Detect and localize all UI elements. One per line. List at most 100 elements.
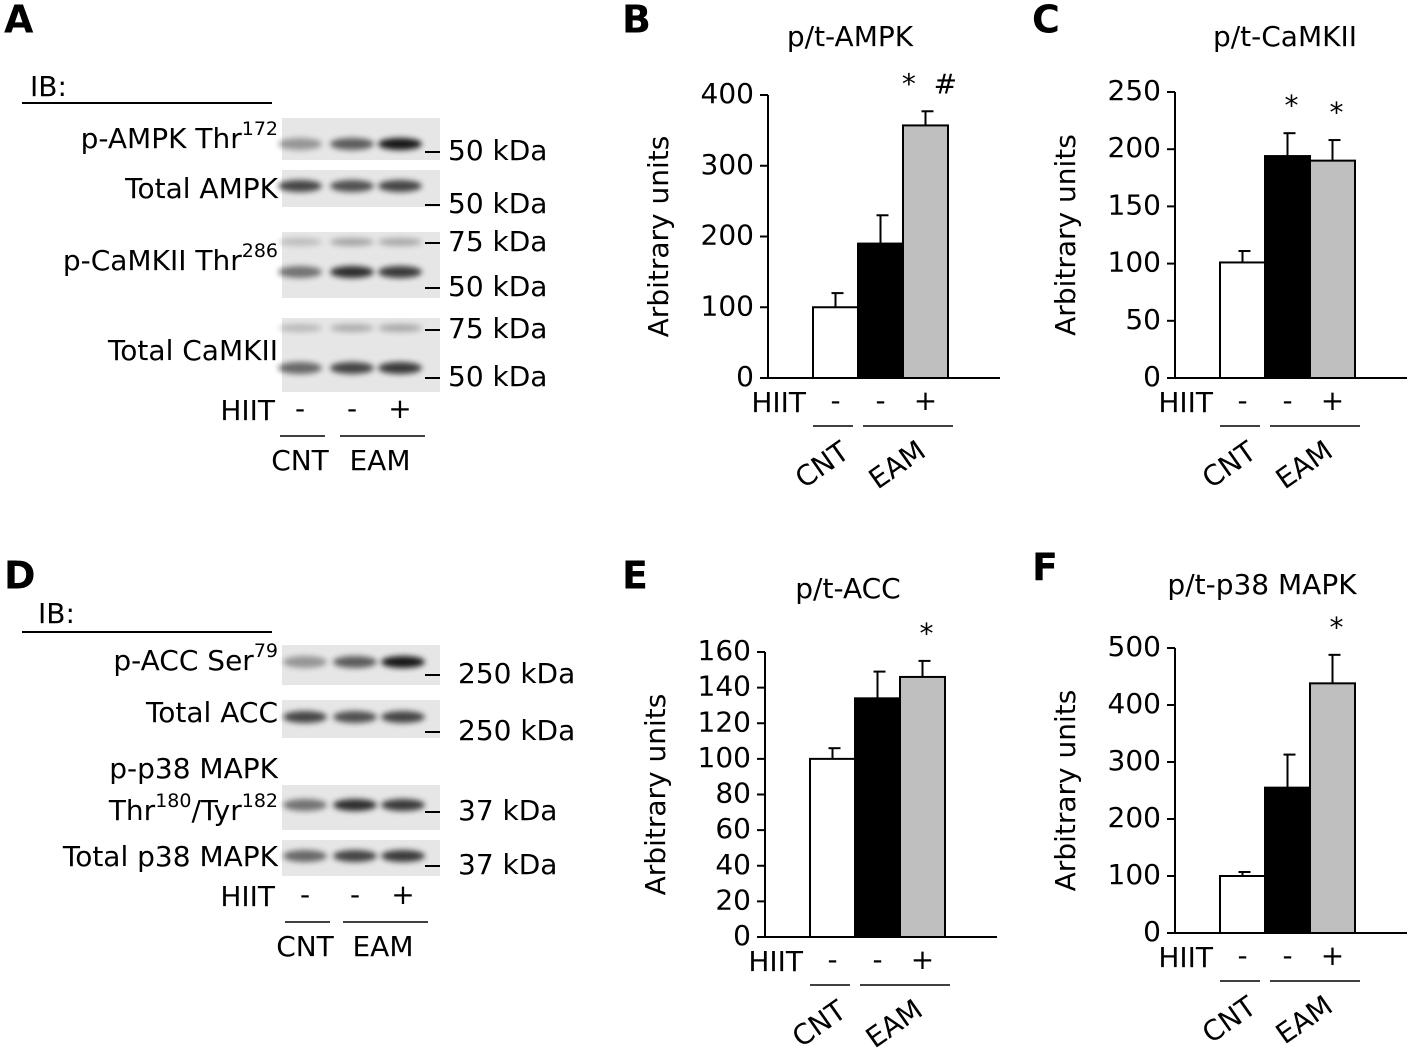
y-tick-label: 300 xyxy=(1108,744,1161,777)
marker-label: 50 kDa xyxy=(448,360,547,393)
y-tick-label: 0 xyxy=(1143,915,1161,948)
bar xyxy=(809,757,856,938)
blot-band xyxy=(381,711,425,723)
blot-band xyxy=(278,180,322,192)
panel-letter: D xyxy=(4,554,36,598)
blot-row-label: Total ACC xyxy=(145,696,278,729)
y-tick-label: 100 xyxy=(1108,858,1161,891)
marker-label: 250 kDa xyxy=(458,714,575,747)
chart-title: p/t-AMPK xyxy=(787,20,914,53)
y-tick-label: 400 xyxy=(1108,687,1161,720)
label-part: p-CaMKII Thr xyxy=(63,244,242,277)
treatment-sign: - xyxy=(1237,939,1247,972)
treatment-label: HIIT xyxy=(1158,386,1214,419)
treatment-sign: - xyxy=(872,943,882,976)
label-part: Total AMPK xyxy=(124,172,278,205)
bar xyxy=(1309,159,1356,379)
bar xyxy=(899,675,946,938)
label-part: p-p38 MAPK xyxy=(109,752,278,785)
group-label: CNT xyxy=(786,993,853,1054)
group-label: EAM xyxy=(1270,989,1339,1051)
y-axis-label: Arbitrary units xyxy=(642,136,675,338)
label-part: Total CaMKII xyxy=(107,334,278,367)
y-tick-label: 100 xyxy=(698,741,751,774)
blot-row-label: p-ACC Ser79 xyxy=(113,640,278,677)
blot-band xyxy=(330,138,374,150)
treatment-sign: + xyxy=(911,943,934,976)
blot-band xyxy=(278,266,322,278)
bar xyxy=(857,242,904,379)
superscript: 182 xyxy=(242,790,278,812)
treatment-sign: - xyxy=(350,878,360,911)
blot-row-label: p-p38 MAPK xyxy=(109,752,278,785)
y-tick-label: 500 xyxy=(1108,630,1161,663)
panel-letter: E xyxy=(622,554,648,598)
label-part: Total ACC xyxy=(145,696,278,729)
blot-band xyxy=(283,711,327,723)
group-label: EAM xyxy=(860,993,929,1055)
blot-band xyxy=(330,362,374,374)
bar xyxy=(812,306,859,379)
ib-label: IB: xyxy=(30,70,67,103)
y-tick-label: 0 xyxy=(733,919,751,952)
blot-band xyxy=(378,266,422,278)
blot-band xyxy=(278,238,322,246)
treatment-label: HIIT xyxy=(220,394,276,427)
superscript: 172 xyxy=(242,118,278,140)
blot-band xyxy=(381,656,425,668)
significance-label: * xyxy=(1330,611,1344,644)
marker-label: 75 kDa xyxy=(448,225,547,258)
y-tick-label: 100 xyxy=(1108,246,1161,279)
treatment-sign: - xyxy=(347,392,357,425)
label-part: p-ACC Ser xyxy=(113,644,254,677)
y-tick-label: 150 xyxy=(1108,188,1161,221)
bar xyxy=(1264,786,1311,935)
y-tick-label: 0 xyxy=(1143,360,1161,393)
blot-band xyxy=(333,711,377,723)
blot-band xyxy=(330,180,374,192)
blot-row-label: p-CaMKII Thr286 xyxy=(63,240,278,277)
superscript: 286 xyxy=(242,240,278,262)
significance-label: * # xyxy=(902,67,957,100)
blot-band xyxy=(330,266,374,278)
chart-title: p/t-CaMKII xyxy=(1213,20,1357,53)
panel-letter: C xyxy=(1032,0,1060,42)
panel-letter: A xyxy=(4,0,34,42)
y-tick-label: 80 xyxy=(715,777,751,810)
treatment-sign: - xyxy=(1237,384,1247,417)
treatment-sign: - xyxy=(875,384,885,417)
y-tick-label: 400 xyxy=(701,77,754,110)
y-tick-label: 50 xyxy=(1125,303,1161,336)
blot-band xyxy=(278,138,322,150)
superscript: 180 xyxy=(155,790,191,812)
treatment-sign: + xyxy=(914,384,937,417)
y-tick-label: 60 xyxy=(715,812,751,845)
blot-band xyxy=(283,850,327,862)
marker-label: 50 kDa xyxy=(448,270,547,303)
blot-band xyxy=(378,138,422,150)
label-part: p-AMPK Thr xyxy=(81,122,243,155)
ib-label: IB: xyxy=(38,597,75,630)
y-tick-label: 0 xyxy=(736,360,754,393)
bar xyxy=(1219,875,1266,934)
treatment-sign: + xyxy=(1321,939,1344,972)
bar xyxy=(902,124,949,379)
blot-band xyxy=(333,656,377,668)
marker-label: 50 kDa xyxy=(448,187,547,220)
y-tick-label: 250 xyxy=(1108,74,1161,107)
y-axis-label: Arbitrary units xyxy=(1049,134,1082,336)
marker-label: 37 kDa xyxy=(458,848,557,881)
treatment-sign: + xyxy=(1321,384,1344,417)
superscript: 79 xyxy=(254,640,278,662)
blot-band xyxy=(378,362,422,374)
y-tick-label: 160 xyxy=(698,634,751,667)
bar xyxy=(1219,261,1266,379)
treatment-sign: - xyxy=(295,392,305,425)
y-tick-label: 140 xyxy=(698,670,751,703)
blot-band xyxy=(283,799,327,811)
blot-row-label: p-AMPK Thr172 xyxy=(81,118,278,155)
group-label: CNT xyxy=(789,434,856,495)
treatment-label: HIIT xyxy=(1158,941,1214,974)
chart-title: p/t-p38 MAPK xyxy=(1167,568,1357,601)
